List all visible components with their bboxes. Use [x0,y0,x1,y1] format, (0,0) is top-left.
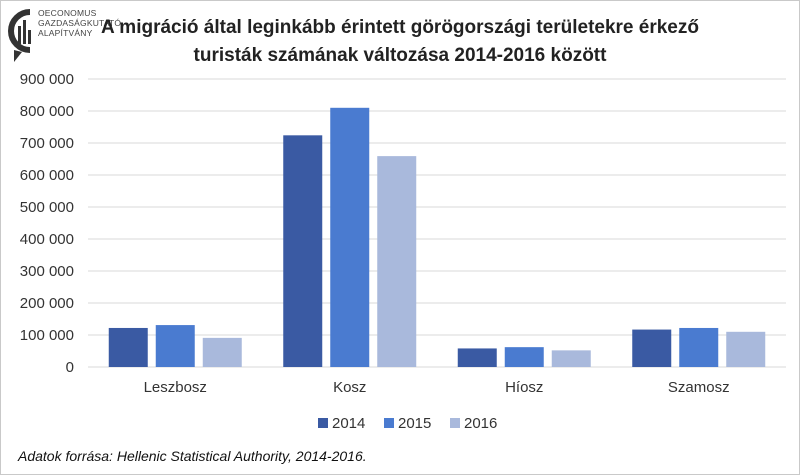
x-tick-label: Szamosz [668,379,730,396]
legend-swatch [318,418,328,428]
legend-swatch [450,418,460,428]
logo-mark-icon [8,9,31,62]
bar [551,350,591,367]
bar [283,135,323,367]
legend-label: 2016 [464,415,497,432]
bar [457,348,497,367]
bar [377,156,417,367]
bar [330,107,370,368]
bar [155,325,195,367]
y-tick-label: 600 000 [20,167,74,184]
logo-line: OECONOMUS [38,8,97,18]
bar [679,327,719,367]
bar [632,329,672,367]
data-source-note: Adatok forrása: Hellenic Statistical Aut… [18,448,367,464]
chart-title-line-2: turisták számának változása 2014-2016 kö… [193,45,607,66]
bar [504,347,544,367]
logo-line: ALAPÍTVÁNY [38,28,93,38]
bar [202,337,242,367]
y-tick-label: 200 000 [20,295,74,312]
y-tick-label: 700 000 [20,135,74,152]
logo-text: OECONOMUS GAZDASÁGKUTATÓ ALAPÍTVÁNY [38,8,121,38]
y-tick-label: 0 [66,359,74,376]
y-tick-label: 400 000 [20,231,74,248]
x-tick-label: Leszbosz [144,379,207,396]
legend-label: 2014 [332,415,365,432]
chart-title-line-1: A migráció által leginkább érintett görö… [101,17,699,38]
legend-swatch [384,418,394,428]
x-tick-label: Híosz [505,379,543,396]
x-tick-label: Kosz [333,379,366,396]
chart-title: A migráció által leginkább érintett görö… [90,14,710,70]
y-tick-label: 900 000 [20,71,74,88]
legend-label: 2015 [398,415,431,432]
y-tick-label: 500 000 [20,199,74,216]
logo-line: GAZDASÁGKUTATÓ [38,18,122,28]
bar [726,331,766,367]
y-tick-label: 300 000 [20,263,74,280]
y-tick-label: 800 000 [20,103,74,120]
bar [108,327,148,367]
y-tick-label: 100 000 [20,327,74,344]
oeconomus-logo: OECONOMUS GAZDASÁGKUTATÓ ALAPÍTVÁNY [8,6,123,66]
